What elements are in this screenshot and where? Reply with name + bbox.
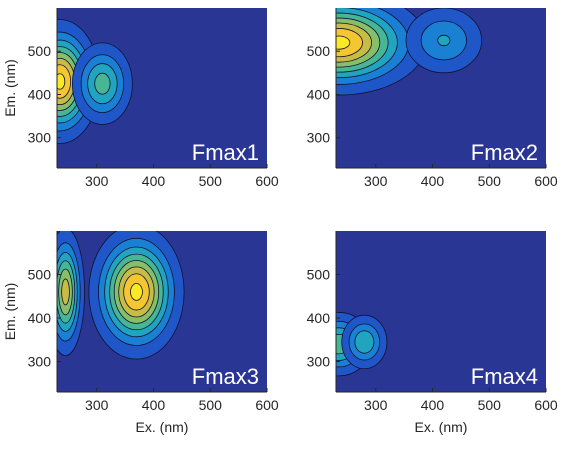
- y-tick-label: 400: [28, 310, 52, 326]
- x-tick-label: 600: [534, 173, 558, 189]
- x-axis-label: Ex. (nm): [136, 419, 189, 435]
- peak-2: [88, 231, 185, 360]
- x-axis-label: Ex. (nm): [415, 419, 468, 435]
- x-tick-label: 400: [421, 173, 445, 189]
- contour-level-4: [94, 72, 111, 95]
- y-tick-label: 500: [307, 43, 331, 59]
- panels: 300 400 500 600 300 400 500 Fmax1 Em. (nm) 300 400…: [2, 8, 558, 435]
- x-tick-label: 500: [478, 173, 502, 189]
- y-axis-label: Em. (nm): [2, 283, 18, 341]
- y-tick-label: 400: [307, 310, 331, 326]
- component-label: Fmax1: [192, 140, 259, 165]
- panel-4: 300 400 500 600 300 400 500 Fmax4 Ex. (nm): [307, 231, 558, 435]
- y-tick-label: 400: [28, 86, 52, 102]
- x-tick-label: 500: [478, 397, 502, 413]
- peak-1: [57, 231, 85, 357]
- y-tick-label: 500: [307, 267, 331, 283]
- y-tick-label: 300: [28, 130, 52, 146]
- peak-2: [341, 314, 388, 370]
- contour-level-8: [130, 283, 143, 301]
- x-tick-label: 600: [534, 397, 558, 413]
- component-label: Fmax2: [471, 140, 538, 165]
- x-tick-label: 400: [421, 397, 445, 413]
- y-tick-label: 300: [307, 130, 331, 146]
- panel-1: 300 400 500 600 300 400 500 Fmax1 Em. (nm): [2, 8, 279, 189]
- x-tick-label: 300: [364, 173, 388, 189]
- y-tick-label: 500: [28, 267, 52, 283]
- x-tick-label: 400: [142, 397, 166, 413]
- x-tick-label: 300: [85, 173, 109, 189]
- peak-1: [336, 8, 427, 96]
- contour-level-3: [437, 34, 451, 47]
- contour-field: [336, 312, 388, 377]
- y-tick-label: 300: [28, 354, 52, 370]
- contour-field: [57, 231, 185, 360]
- contour-field: [57, 19, 133, 144]
- y-tick-label: 400: [307, 86, 331, 102]
- peak-2: [72, 42, 133, 125]
- peak-2: [405, 8, 483, 74]
- component-label: Fmax4: [471, 364, 538, 389]
- contour-level-6: [61, 278, 70, 306]
- x-tick-label: 300: [364, 397, 388, 413]
- x-tick-label: 500: [199, 173, 223, 189]
- panel-3: 300 400 500 600 300 400 500 Fmax3 Em. (nm) Ex. (n…: [2, 231, 279, 435]
- contour-level-8: [57, 73, 66, 90]
- x-tick-label: 400: [142, 173, 166, 189]
- x-tick-label: 300: [85, 397, 109, 413]
- x-tick-label: 600: [255, 397, 279, 413]
- y-tick-label: 500: [28, 43, 52, 59]
- contour-field: [336, 8, 483, 96]
- contour-level-8: [336, 35, 351, 50]
- x-tick-label: 600: [255, 173, 279, 189]
- y-axis-label: Em. (nm): [2, 59, 18, 117]
- panel-2: 300 400 500 600 300 400 500 Fmax2: [307, 8, 558, 189]
- y-tick-label: 300: [307, 354, 331, 370]
- component-label: Fmax3: [192, 364, 259, 389]
- x-tick-label: 500: [199, 397, 223, 413]
- contour-level-3: [354, 330, 375, 354]
